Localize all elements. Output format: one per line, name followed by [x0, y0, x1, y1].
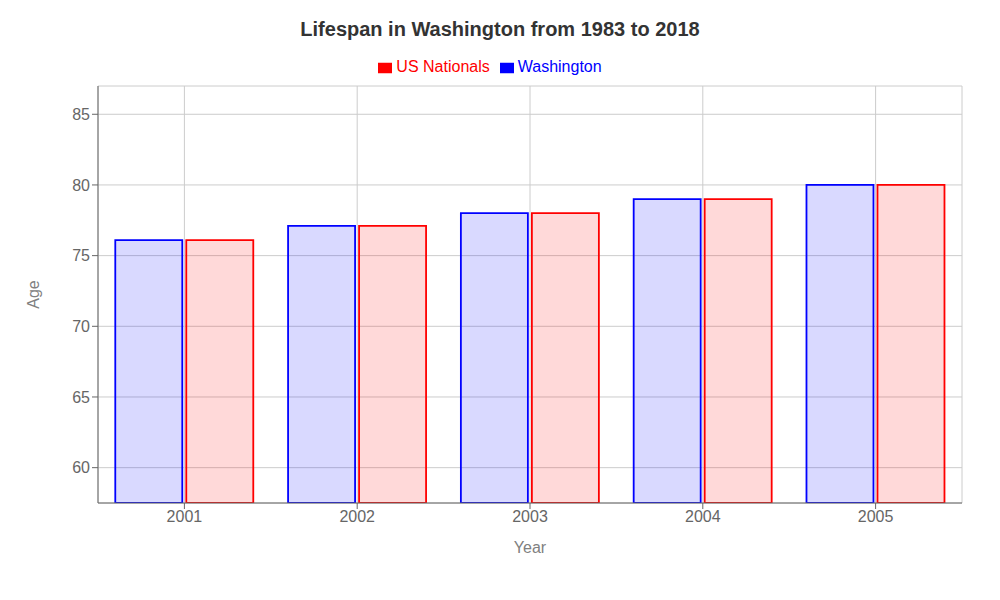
svg-text:2003: 2003: [512, 508, 548, 525]
svg-text:85: 85: [72, 106, 90, 123]
html-text:US Nationals: US Nationals: [396, 58, 490, 75]
svg-text:Year: Year: [514, 539, 547, 556]
svg-text:2001: 2001: [167, 508, 203, 525]
svg-text:60: 60: [72, 459, 90, 476]
svg-text:80: 80: [72, 177, 90, 194]
svg-text:2005: 2005: [858, 508, 894, 525]
svg-text:2004: 2004: [685, 508, 721, 525]
svg-text:2002: 2002: [339, 508, 375, 525]
html-text:Washington: Washington: [517, 58, 602, 75]
svg-text:Age: Age: [25, 280, 42, 309]
html-text:Lifespan in Washington from 19: Lifespan in Washington from 1983 to 2018: [300, 18, 700, 40]
svg-text:70: 70: [72, 318, 90, 335]
svg-text:65: 65: [72, 389, 90, 406]
svg-text:75: 75: [72, 247, 90, 264]
